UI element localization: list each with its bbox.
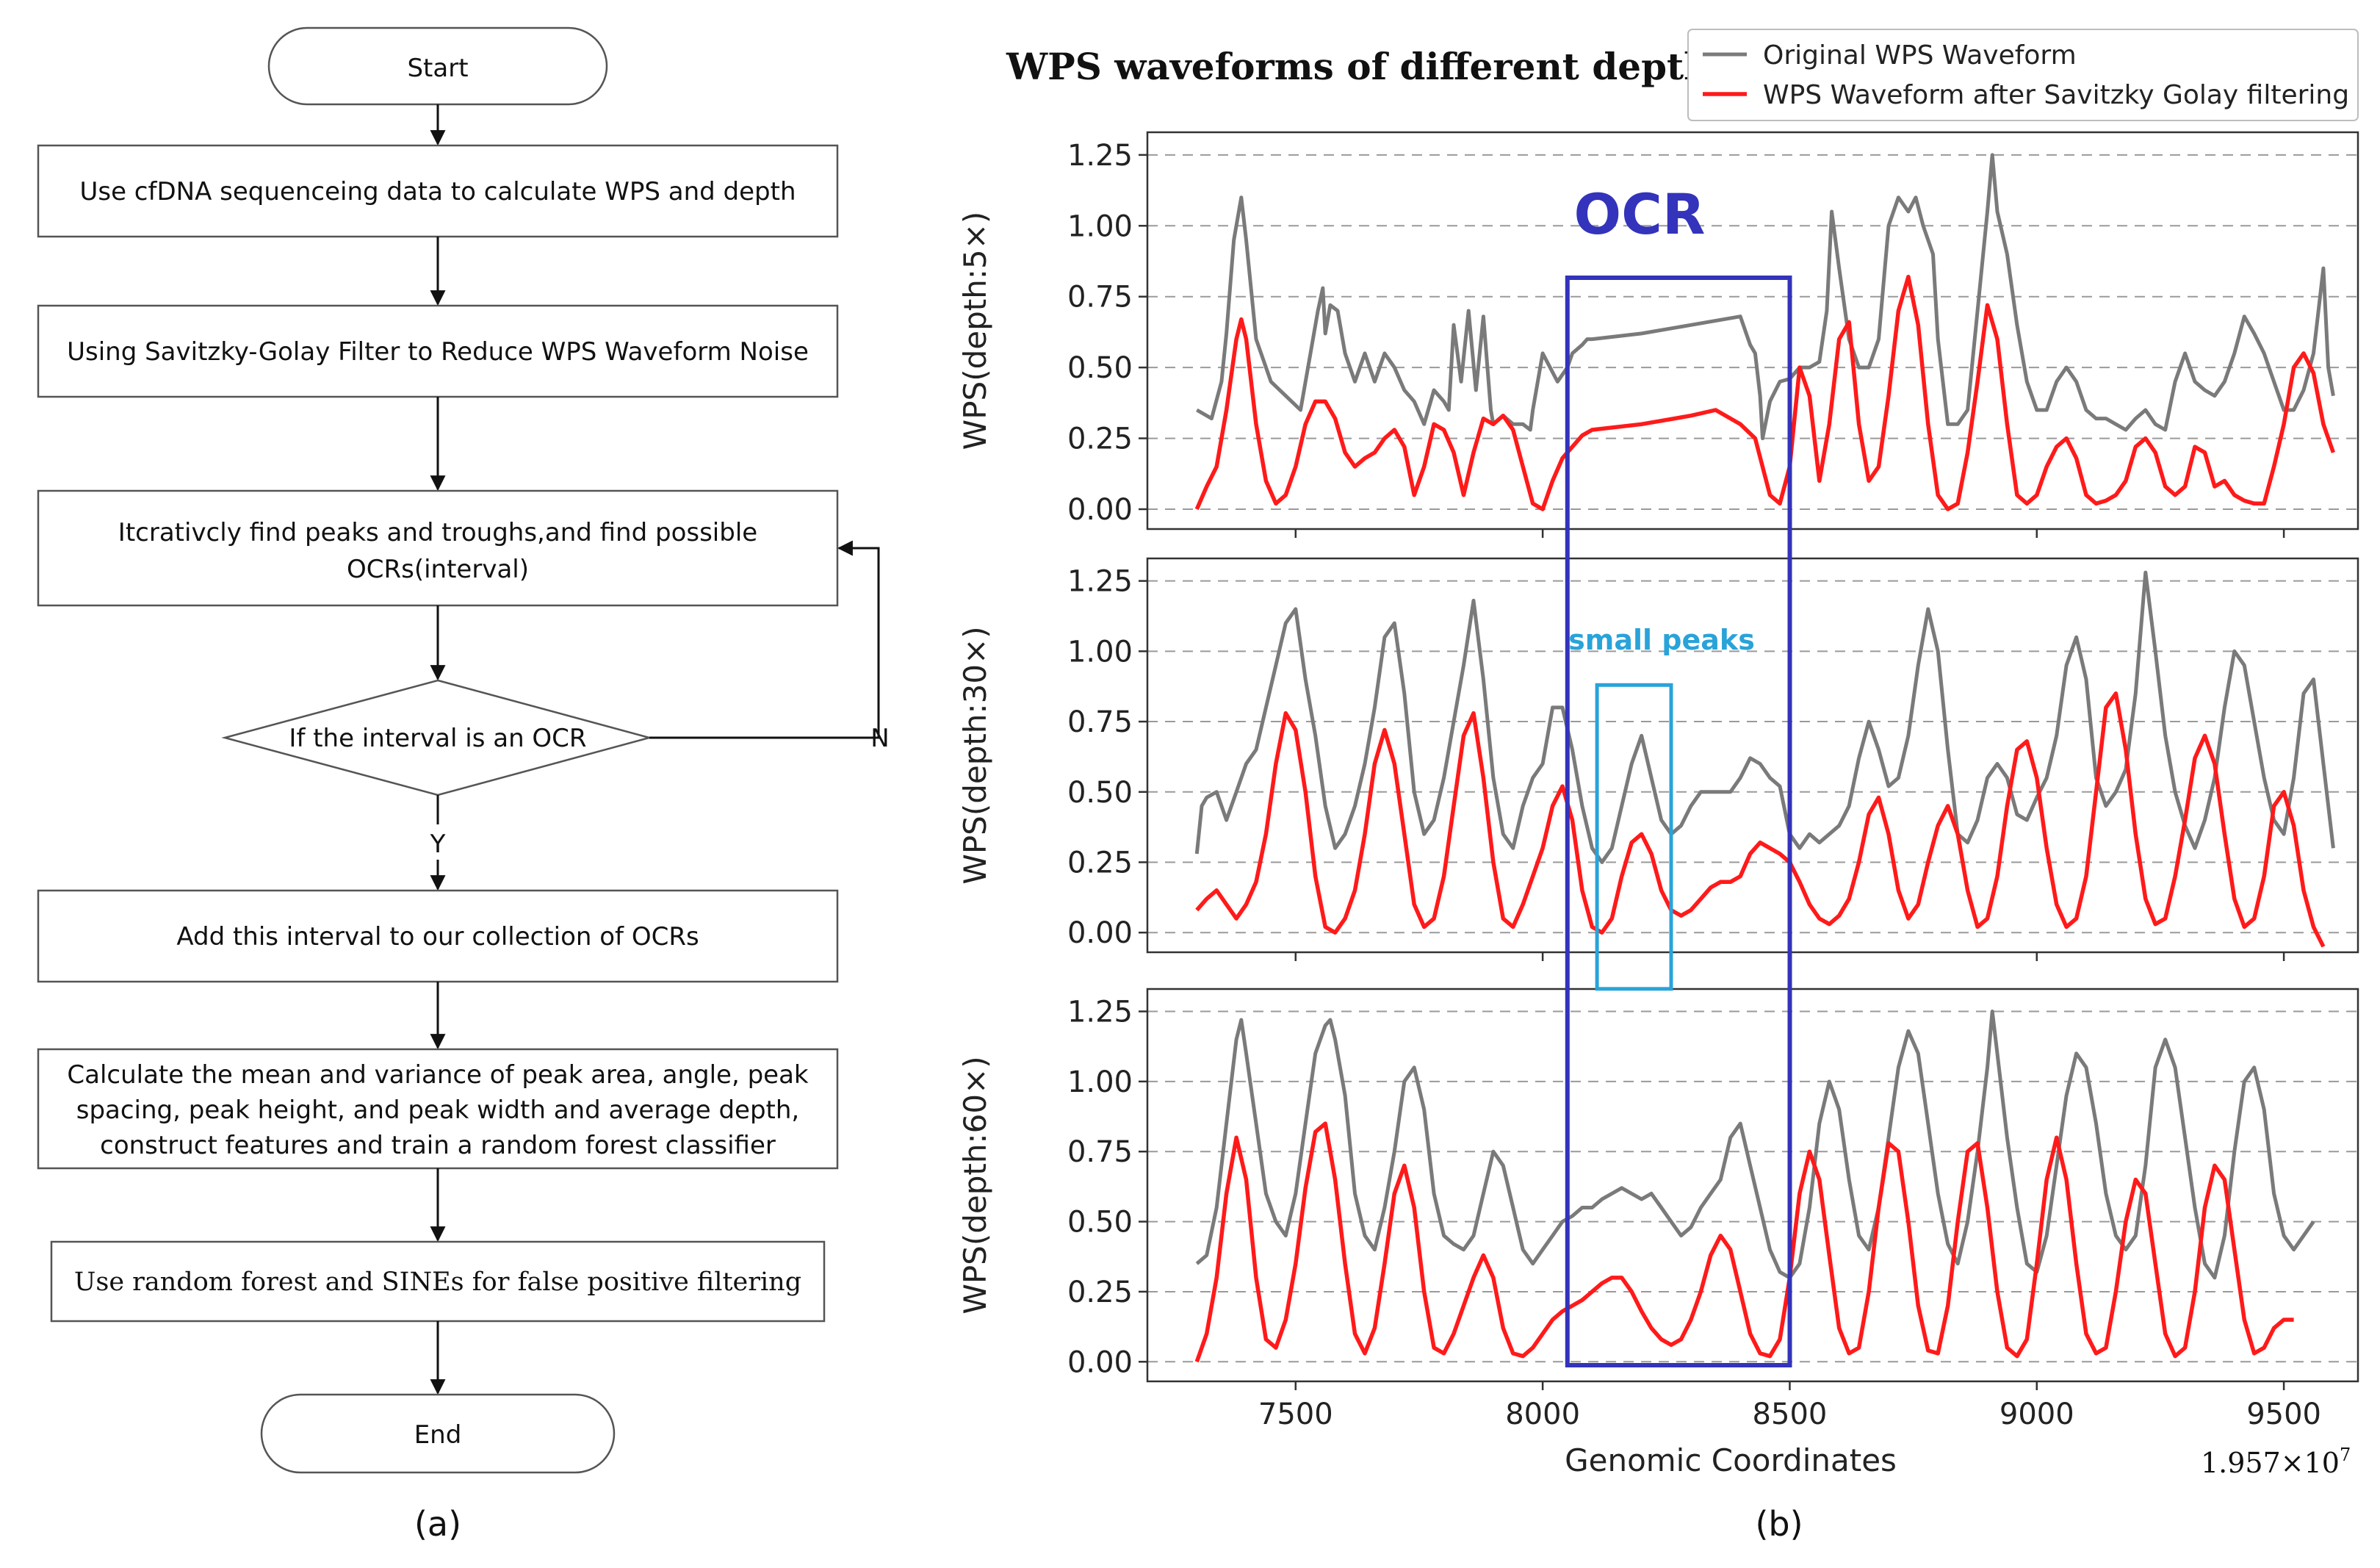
y-tick-label: 0.75 (1067, 705, 1133, 739)
y-axis-title: WPS(depth:5×) (957, 212, 993, 450)
panel-1: 0.00 0.25 0.50 0.75 1.00 1.25 WPS(depth:5×) (957, 131, 2359, 538)
x-tick-label: 9500 (2246, 1398, 2321, 1431)
original-wps-line (1194, 570, 2335, 864)
panel-frame (1146, 131, 2359, 531)
step-add-interval-box (37, 889, 839, 983)
y-tick-label: 1.25 (1067, 565, 1133, 599)
y-tick-label: 1.25 (1067, 996, 1133, 1029)
x-offset-label: 1.957×107 (2201, 1445, 2351, 1479)
caption-a: (a) (414, 1504, 461, 1544)
y-tick-label: 0.50 (1067, 1206, 1133, 1240)
legend-filtered-label: WPS Waveform after Savitzky Golay filter… (1763, 80, 2349, 110)
panel-frame (1146, 557, 2359, 954)
y-tick-label: 1.00 (1067, 1065, 1133, 1099)
y-tick-label: 0.75 (1067, 1135, 1133, 1169)
original-wps-line (1195, 1010, 2315, 1280)
step-find-peaks-line1: Itcrativcly find peaks and troughs,and f… (118, 518, 757, 547)
sg-filtered-line (1194, 1121, 2294, 1363)
sg-filtered-line (1194, 274, 2335, 511)
decision-label: If the interval is an OCR (289, 724, 586, 753)
step-train-line3: construct features and train a random fo… (100, 1131, 776, 1160)
end-terminal (260, 1393, 616, 1474)
flowchart: Start Use cfDNA sequenceing data to calc… (37, 26, 890, 1544)
y-tick-label: 0.25 (1067, 1276, 1133, 1309)
legend: Original WPS Waveform WPS Waveform after… (1687, 29, 2359, 121)
panel-2: 0.00 0.25 0.50 0.75 1.00 1.25 WPS(depth:30×) (957, 557, 2359, 961)
ocr-highlight-box (1565, 276, 1792, 1367)
arrow-no-loop (649, 540, 880, 739)
small-peaks-label: small peaks (1568, 624, 1755, 656)
y-axis-title: WPS(depth:30×) (957, 626, 993, 884)
step-find-peaks-box (37, 489, 839, 607)
y-tick-label: 0.00 (1067, 493, 1133, 527)
yes-label-bg (423, 824, 452, 860)
caption-b: (b) (1755, 1504, 1803, 1544)
no-label: N (870, 724, 889, 753)
y-tick-label: 1.00 (1067, 635, 1133, 669)
y-tick-label: 0.75 (1067, 281, 1133, 314)
y-tick-label: 0.00 (1067, 1345, 1133, 1379)
x-axis-title: Genomic Coordinates (1565, 1442, 1897, 1478)
sg-filtered-line (1195, 691, 2326, 948)
x-tick-label: 8500 (1753, 1398, 1828, 1431)
step-false-positive-box (50, 1240, 826, 1323)
x-tick-label: 8000 (1505, 1398, 1580, 1431)
y-axis-title: WPS(depth:60×) (957, 1056, 993, 1314)
panel-3: 0.00 0.25 0.50 0.75 1.00 1.25 7500 8000 8500 9000… (957, 988, 2359, 1431)
step-calculate-wps-box (37, 144, 839, 238)
x-tick-label: 7500 (1258, 1398, 1333, 1431)
legend-box (1687, 29, 2359, 121)
ocr-label: OCR (1574, 181, 1706, 247)
y-tick-label: 0.25 (1067, 846, 1133, 880)
y-tick-label: 0.00 (1067, 916, 1133, 950)
end-label: End (414, 1420, 462, 1450)
start-label: Start (407, 54, 468, 83)
x-tick-label: 9000 (1999, 1398, 2074, 1431)
step-calculate-wps-label: Use cfDNA sequenceing data to calculate … (79, 177, 796, 206)
wps-chart: WPS waveforms of different depths Origin… (957, 29, 2359, 1544)
step-train-line2: spacing, peak height, and peak width and… (76, 1096, 800, 1125)
step-false-positive-label: Use random forest and SINEs for false po… (74, 1267, 801, 1297)
legend-original-label: Original WPS Waveform (1763, 40, 2077, 71)
y-tick-label: 0.50 (1067, 776, 1133, 810)
yes-label: Y (430, 830, 446, 859)
step-find-peaks-line2: OCRs(interval) (347, 555, 529, 584)
step-sg-filter-label: Using Savitzky-Golay Filter to Reduce WP… (67, 337, 809, 367)
y-tick-label: 1.25 (1067, 139, 1133, 173)
y-tick-label: 1.00 (1067, 209, 1133, 243)
chart-title: WPS waveforms of different depths (1006, 45, 1731, 88)
step-train-classifier-box (37, 1048, 839, 1170)
small-peaks-box (1595, 683, 1673, 991)
panel-frame (1146, 988, 2359, 1383)
y-tick-label: 0.50 (1067, 351, 1133, 385)
step-train-line1: Calculate the mean and variance of peak … (67, 1060, 809, 1090)
step-add-interval-label: Add this interval to our collection of O… (176, 922, 699, 952)
y-tick-label: 0.25 (1067, 422, 1133, 456)
